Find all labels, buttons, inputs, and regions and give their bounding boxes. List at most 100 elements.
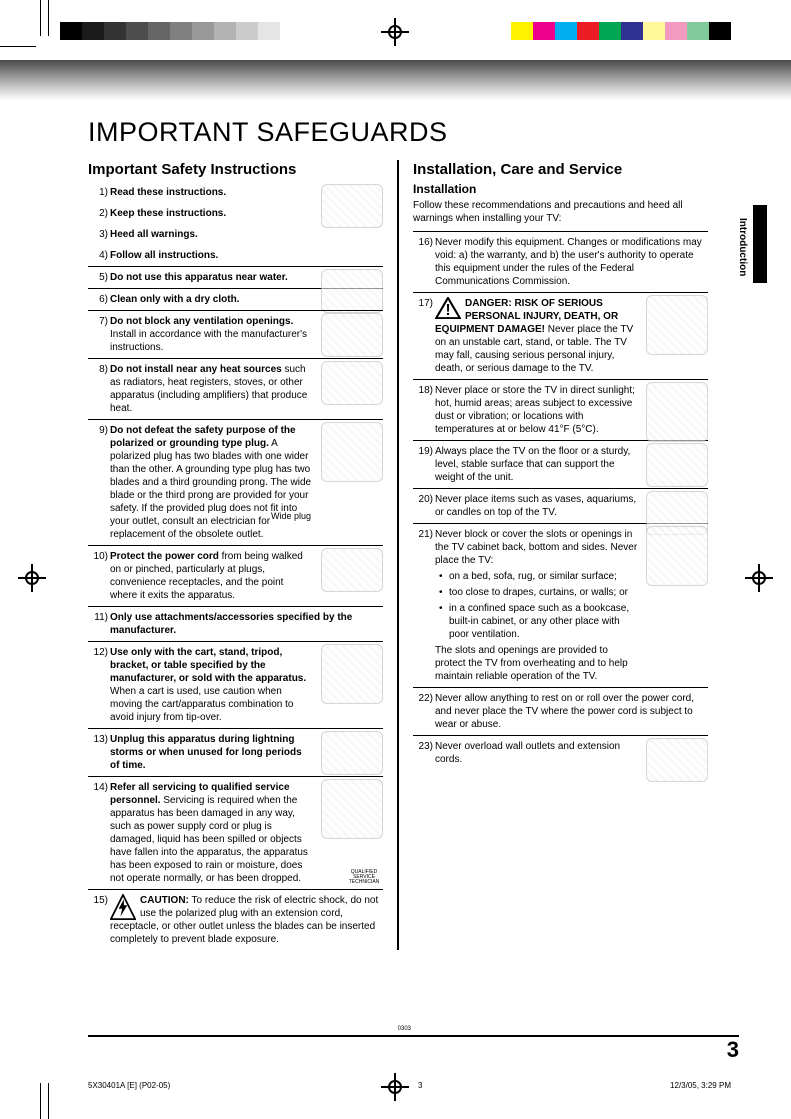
- right-subheading: Installation: [413, 182, 708, 198]
- page-title: IMPORTANT SAFEGUARDS: [88, 115, 708, 150]
- sub-bullet: too close to drapes, curtains, or walls;…: [439, 586, 638, 599]
- crop-mark: [48, 1083, 49, 1119]
- footer-mid: 3: [418, 1081, 422, 1091]
- crop-mark: [40, 1083, 41, 1119]
- page: Introduction IMPORTANT SAFEGUARDS Import…: [0, 0, 791, 1119]
- item-number: 9): [88, 424, 108, 437]
- item-number: 2): [88, 207, 108, 220]
- color-swatch: [709, 22, 731, 40]
- instruction-item: 10)Protect the power cord from being wal…: [88, 546, 383, 607]
- item-number: 14): [88, 781, 108, 794]
- instruction-item: 21)Never block or cover the slots or ope…: [413, 524, 708, 688]
- illustration-icon: [646, 738, 708, 782]
- illustration-icon: [646, 295, 708, 355]
- item-number: 12): [88, 646, 108, 659]
- instruction-item: 2)Keep these instructions.: [88, 203, 383, 224]
- illustration-icon: [321, 548, 383, 592]
- registration-mark-icon: [22, 568, 42, 588]
- instruction-item: 14)Refer all servicing to qualified serv…: [88, 777, 383, 890]
- instruction-item: 3)Heed all warnings.: [88, 224, 383, 245]
- left-heading: Important Safety Instructions: [88, 160, 383, 180]
- color-swatch: [643, 22, 665, 40]
- item-text: Follow all instructions.: [110, 249, 383, 262]
- instruction-item: 17)!DANGER: RISK OF SERIOUS PERSONAL INJ…: [413, 293, 708, 380]
- item-number: 5): [88, 271, 108, 284]
- color-swatch: [511, 22, 533, 40]
- header-gradient: [0, 60, 791, 100]
- item-number: 7): [88, 315, 108, 328]
- instruction-item: 11)Only use attachments/accessories spec…: [88, 607, 383, 642]
- color-swatch: [533, 22, 555, 40]
- instruction-item: 23)Never overload wall outlets and exten…: [413, 736, 708, 770]
- item-number: 23): [413, 740, 433, 753]
- svg-text:!: !: [445, 302, 450, 319]
- page-number: 3: [727, 1036, 739, 1065]
- instruction-item: 13)Unplug this apparatus during lightnin…: [88, 729, 383, 777]
- item-text: Heed all warnings.: [110, 228, 383, 241]
- gray-swatch: [170, 22, 192, 40]
- item-number: 18): [413, 384, 433, 397]
- item-number: 16): [413, 236, 433, 249]
- left-column: Important Safety Instructions 1)Read the…: [88, 160, 383, 950]
- item-number: 17): [413, 297, 433, 310]
- illustration-icon: [321, 422, 383, 482]
- item-text: Clean only with a dry cloth.: [110, 293, 383, 306]
- instruction-item: 4)Follow all instructions.: [88, 245, 383, 267]
- item-number: 10): [88, 550, 108, 563]
- item-number: 8): [88, 363, 108, 376]
- color-swatch: [577, 22, 599, 40]
- instruction-item: 16)Never modify this equipment. Changes …: [413, 232, 708, 293]
- item-text: Only use attachments/accessories specifi…: [110, 611, 383, 637]
- sub-bullet-list: on a bed, sofa, rug, or similar surface;…: [439, 570, 638, 641]
- instruction-item: 19)Always place the TV on the floor or a…: [413, 441, 708, 489]
- instruction-item: 18)Never place or store the TV in direct…: [413, 380, 708, 441]
- item-text: CAUTION: To reduce the risk of electric …: [110, 894, 383, 946]
- color-swatch: [555, 22, 577, 40]
- instruction-item: 12)Use only with the cart, stand, tripod…: [88, 642, 383, 729]
- item-number: 15): [88, 894, 108, 907]
- right-intro: Follow these recommendations and precaut…: [413, 199, 708, 225]
- color-swatch: [621, 22, 643, 40]
- footer-doc-code: 5X30401A [E] (P02-05): [88, 1081, 170, 1091]
- illustration-icon: [646, 443, 708, 487]
- item-text: Keep these instructions.: [110, 207, 383, 220]
- item-number: 22): [413, 692, 433, 705]
- right-column: Installation, Care and Service Installat…: [413, 160, 708, 950]
- gray-swatch: [192, 22, 214, 40]
- registration-mark-icon: [385, 22, 405, 42]
- warning-triangle-icon: !: [435, 297, 461, 319]
- instruction-item: 7)Do not block any ventilation openings.…: [88, 311, 383, 359]
- footer: 5X30401A [E] (P02-05) 3 12/3/05, 3:29 PM: [88, 1081, 731, 1091]
- item-number: 11): [88, 611, 108, 624]
- crop-mark: [0, 46, 36, 47]
- color-swatch: [687, 22, 709, 40]
- item-number: 13): [88, 733, 108, 746]
- gray-swatch: [258, 22, 280, 40]
- section-tab-label: Introduction: [736, 218, 749, 276]
- gray-swatch: [126, 22, 148, 40]
- instruction-item: 22)Never allow anything to rest on or ro…: [413, 688, 708, 736]
- gray-swatch: [104, 22, 126, 40]
- gray-swatch: [236, 22, 258, 40]
- color-swatch: [665, 22, 687, 40]
- gray-swatch: [82, 22, 104, 40]
- illustration-icon: [321, 644, 383, 704]
- plug-label: Wide plug: [271, 511, 311, 523]
- instruction-item: 8)Do not install near any heat sources s…: [88, 359, 383, 420]
- item-number: 1): [88, 186, 108, 199]
- illustration-icon: [321, 313, 383, 357]
- footer-datetime: 12/3/05, 3:29 PM: [670, 1081, 731, 1091]
- lightning-bolt-icon: [110, 894, 136, 920]
- page-rule: [88, 1035, 739, 1037]
- registration-mark-icon: [749, 568, 769, 588]
- color-swatch: [599, 22, 621, 40]
- item-number: 6): [88, 293, 108, 306]
- illustration-icon: [646, 526, 708, 586]
- right-heading: Installation, Care and Service: [413, 160, 708, 180]
- small-code: 0303: [398, 1026, 411, 1034]
- section-tab: [753, 205, 767, 283]
- gray-swatch: [60, 22, 82, 40]
- instruction-item: 20)Never place items such as vases, aqua…: [413, 489, 708, 524]
- illustration-icon: [321, 731, 383, 775]
- illustration-icon: [321, 779, 383, 839]
